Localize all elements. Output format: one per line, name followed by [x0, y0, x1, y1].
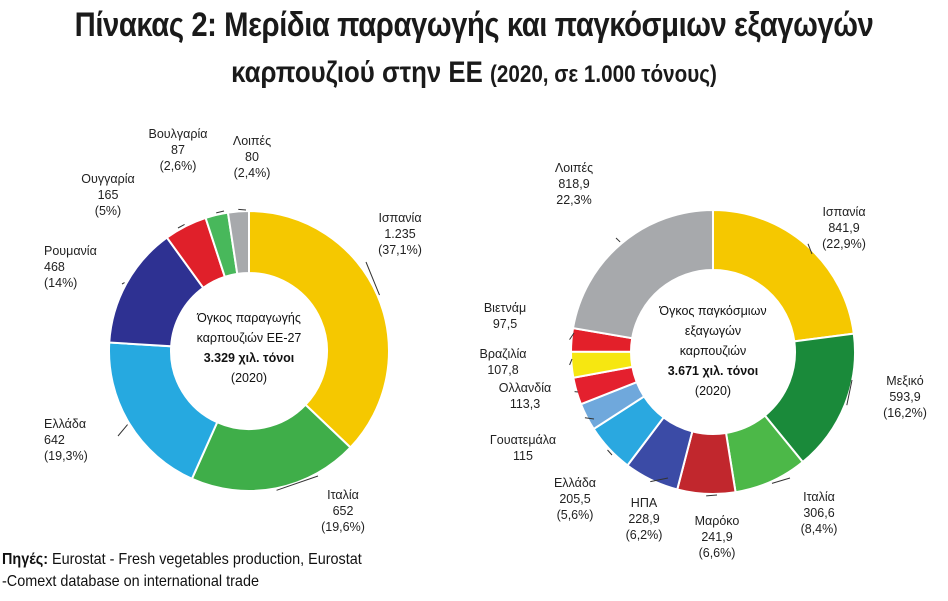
data-label-value-2-11: 818,9: [558, 177, 589, 191]
data-label-value-2-4: 241,9: [701, 530, 732, 544]
data-label-value-2-2: 593,9: [889, 390, 920, 404]
data-label-share-2-1: (22,9%): [822, 237, 866, 251]
data-label-name-2-4: Μαρόκο: [695, 514, 740, 528]
source-line2: -Comext database on international trade: [2, 573, 259, 590]
center-text-1-2: καρπουζιών ΕΕ-27: [197, 331, 302, 345]
leader-line-1-6: [216, 210, 225, 214]
data-label-value-1-7: 80: [245, 150, 259, 164]
center-text-1-3: 3.329 χιλ. τόνοι: [204, 351, 295, 365]
chart-title-main: καρπουζιού στην ΕΕ: [231, 56, 483, 89]
donut-chart-1: Ισπανία 1.235 (37,1%) Ιταλία 652 (19,6%) Ελλάδ…: [44, 127, 422, 534]
chart-subtitle: (2020, σε 1.000 τόνους): [490, 61, 717, 88]
donut-slice-2-1: [712, 208, 855, 343]
data-label-value-1-3: 642: [44, 433, 65, 447]
data-label-value-1-6: 87: [171, 143, 185, 157]
data-label-value-1-5: 165: [98, 188, 119, 202]
data-label-value-2-1: 841,9: [828, 221, 859, 235]
center-text-2-5: (2020): [695, 384, 731, 398]
leader-line-1-7: [238, 208, 247, 211]
source-note: Πηγές: Eurostat - Fresh vegetables produ…: [2, 549, 362, 593]
data-label-value-2-3: 306,6: [803, 506, 834, 520]
donut-chart-2: Ισπανία 841,9 (22,9%) Μεξικό 593,9 (16,2%) Ιτα…: [480, 161, 927, 560]
leader-line-2-6: [607, 449, 613, 456]
leader-line-1-3: [117, 424, 128, 437]
data-label-name-2-1: Ισπανία: [822, 205, 865, 219]
data-label-share-2-2: (16,2%): [883, 406, 927, 420]
leader-line-2-11: [615, 237, 621, 243]
data-label-share-2-3: (8,4%): [801, 522, 838, 536]
data-label-value-2-10: 97,5: [493, 317, 517, 331]
data-label-value-2-8: 113,3: [510, 397, 540, 411]
data-label-value-1-4: 468: [44, 260, 65, 274]
leader-line-2-1: [807, 243, 813, 255]
data-label-share-2-11: 22,3%: [556, 193, 591, 207]
leader-line-2-7: [584, 417, 595, 420]
data-label-name-2-10: Βιετνάμ: [484, 301, 526, 315]
data-label-name-1-5: Ουγγαρία: [81, 172, 134, 186]
data-label-share-1-7: (2,4%): [234, 166, 271, 180]
data-label-share-2-6: (5,6%): [557, 508, 594, 522]
leader-line-1-2: [276, 475, 319, 491]
data-label-name-1-2: Ιταλία: [327, 488, 359, 502]
data-label-name-1-4: Ρουμανία: [44, 244, 97, 258]
donut-slice-1-1: [248, 209, 390, 449]
data-label-value-2-5: 228,9: [628, 512, 659, 526]
donut-slice-1-7: [226, 209, 250, 276]
leader-line-2-2: [846, 379, 853, 406]
data-label-value-1-1: 1.235: [384, 227, 415, 241]
data-label-name-1-3: Ελλάδα: [44, 417, 86, 431]
data-label-share-2-5: (6,2%): [626, 528, 663, 542]
donut-slice-1-3: [108, 341, 219, 481]
data-label-name-2-3: Ιταλία: [803, 490, 835, 504]
data-label-name-1-6: Βουλγαρία: [149, 127, 208, 141]
data-label-name-1-1: Ισπανία: [378, 211, 421, 225]
data-label-share-2-4: (6,6%): [699, 546, 736, 560]
leader-line-2-10: [569, 332, 575, 340]
data-label-name-2-5: ΗΠΑ: [631, 496, 658, 510]
leader-line-2-9: [569, 358, 573, 366]
data-label-share-1-6: (2,6%): [160, 159, 197, 173]
data-label-value-2-6: 205,5: [559, 492, 590, 506]
data-label-value-2-9: 107,8: [487, 363, 518, 377]
chart-title-line1: Πίνακας 2: Μερίδια παραγωγής και παγκόσμ…: [74, 6, 874, 44]
data-label-share-1-2: (19,6%): [321, 520, 365, 534]
center-text-2-1: Όγκος παγκόσμιων: [658, 304, 766, 318]
data-label-name-2-9: Βραζιλία: [480, 347, 527, 361]
leader-line-2-5: [650, 477, 669, 483]
leader-line-1-4: [121, 282, 125, 285]
data-label-name-2-2: Μεξικό: [886, 374, 923, 388]
data-label-share-1-1: (37,1%): [378, 243, 422, 257]
leader-line-2-4: [706, 494, 718, 497]
data-label-name-2-7: Γουατεμάλα: [490, 433, 556, 447]
data-label-name-2-11: Λοιπές: [555, 161, 593, 175]
chart-title-line2: καρπουζιού στην ΕΕ (2020, σε 1.000 τόνου…: [66, 56, 881, 90]
data-label-share-1-3: (19,3%): [44, 449, 88, 463]
center-text-2-3: καρπουζιών: [680, 344, 747, 358]
leader-line-1-5: [177, 224, 185, 229]
data-label-value-1-2: 652: [333, 504, 354, 518]
data-label-name-2-8: Ολλανδία: [499, 381, 551, 395]
leader-line-2-3: [771, 477, 791, 484]
data-label-value-2-7: 115: [513, 449, 533, 463]
center-text-2-2: εξαγωγών: [685, 324, 741, 338]
center-text-1-1: Όγκος παραγωγής: [196, 311, 301, 325]
center-text-2-4: 3.671 χιλ. τόνοι: [668, 364, 759, 378]
data-label-share-1-5: (5%): [95, 204, 121, 218]
data-label-name-2-6: Ελλάδα: [554, 476, 596, 490]
data-label-name-1-7: Λοιπές: [233, 134, 271, 148]
data-label-share-1-4: (14%): [44, 276, 77, 290]
center-text-1-4: (2020): [231, 371, 267, 385]
source-line1: Eurostat - Fresh vegetables production, …: [51, 551, 362, 568]
source-label: Πηγές:: [2, 551, 48, 568]
donut-slice-2-11: [571, 208, 714, 340]
leader-line-1-1: [365, 261, 380, 296]
